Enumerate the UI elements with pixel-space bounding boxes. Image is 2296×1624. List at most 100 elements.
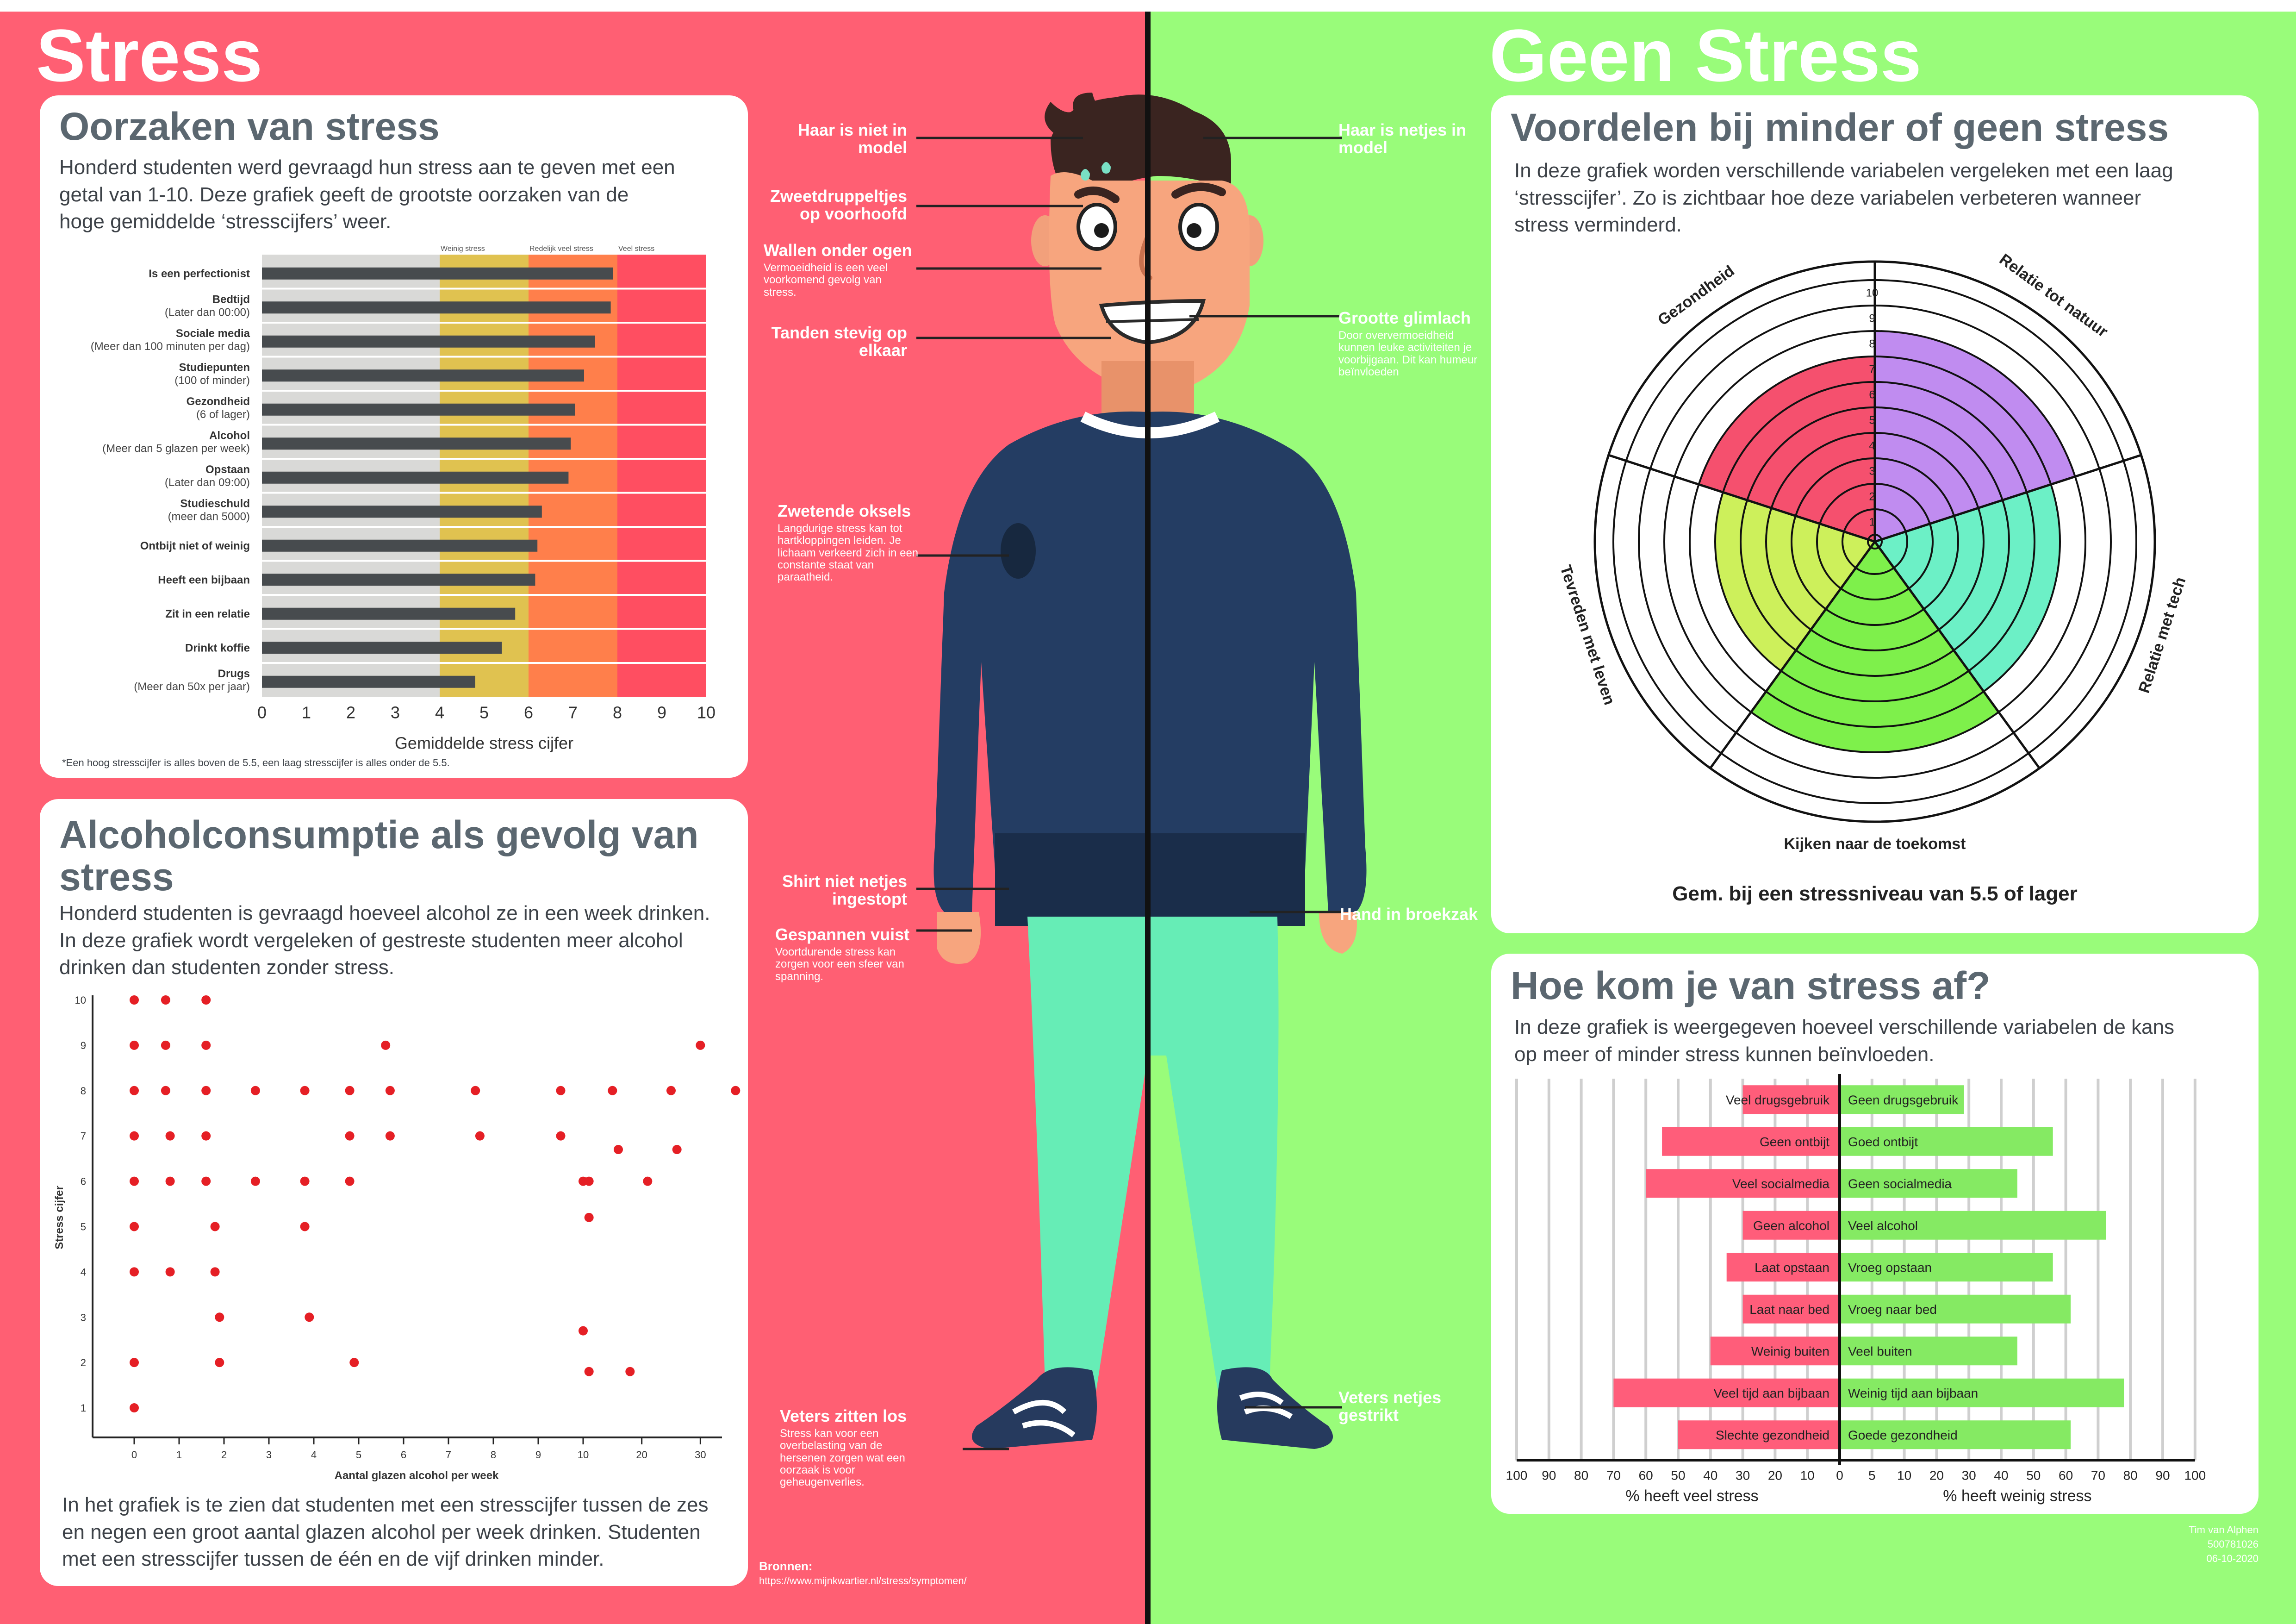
scatter-point [471, 1086, 480, 1095]
reduce-description: In deze grafiek is weergegeven hoeveel v… [1514, 1016, 2175, 1066]
right-eyebrow [1171, 182, 1226, 199]
scatter-point [210, 1267, 220, 1277]
x-axis-label: Gemiddelde stress cijfer [395, 734, 573, 753]
right-bar [1840, 1211, 2106, 1240]
right-bar-label: Goed ontbijt [1848, 1135, 1918, 1149]
sources-link[interactable]: https://www.mijnkwartier.nl/stress/sympt… [759, 1575, 967, 1587]
scatter-point [165, 1267, 175, 1277]
scatter-point [130, 1222, 139, 1231]
y-tick-label: 6 [81, 1176, 86, 1187]
left-bar [1710, 1337, 1840, 1366]
radar-title: Gem. bij een stressniveau van 5.5 of lag… [1672, 882, 2078, 905]
geen-stress-title: Geen Stress [1489, 14, 1922, 97]
radar-tick-label: 10 [1866, 287, 1879, 300]
scatter-point [201, 1176, 211, 1186]
x-tick-label: 8 [613, 703, 622, 722]
x-tick-label: 10 [697, 703, 716, 722]
radar-tick-label: 6 [1869, 389, 1875, 401]
x-axis-label-right: % heeft weinig stress [1943, 1487, 2091, 1505]
x-tick-label: 1 [176, 1449, 182, 1461]
bar [262, 403, 575, 416]
radar-tick-label: 4 [1869, 440, 1875, 452]
scatter-point [614, 1145, 623, 1155]
right-bar [1840, 1337, 2017, 1366]
left-eyebrow [1074, 187, 1120, 203]
x-tick-label: 9 [535, 1449, 541, 1461]
bar-category-sublabel: (Later dan 00:00) [165, 306, 250, 319]
y-tick-label: 1 [81, 1402, 86, 1414]
bar-category-sublabel: (Meer dan 100 minuten per dag) [91, 340, 250, 353]
x-tick-label: 0 [1836, 1468, 1843, 1483]
scatter-point [165, 1131, 175, 1141]
bar [262, 506, 542, 518]
sources-label: Bronnen: [759, 1559, 813, 1573]
left-bar-label: Slechte gezondheid [1716, 1428, 1829, 1442]
bar-category-sublabel: (Meer dan 5 glazen per week) [102, 442, 250, 455]
right-bar [1840, 1127, 2053, 1156]
x-tick-label: 70 [2091, 1468, 2105, 1483]
left-shoe-laces [1012, 1400, 1076, 1437]
radar-spoke [1873, 541, 2041, 769]
callout-lines [916, 137, 1342, 1450]
x-tick-label: 5 [1868, 1468, 1876, 1483]
x-tick-label: 30 [1736, 1468, 1750, 1483]
scatter-point [349, 1358, 359, 1368]
x-axis-label-left: % heeft veel stress [1625, 1487, 1758, 1505]
scatter-point [130, 995, 139, 1005]
bar-category-sublabel: (Meer dan 50x per jaar) [134, 681, 250, 693]
messy-hair-tuft [1045, 93, 1115, 134]
bar-category-sublabel: (100 of minder) [174, 374, 250, 387]
right-bar-label: Goede gezondheid [1848, 1428, 1958, 1442]
radar-sector [1715, 492, 1875, 671]
bar-category-label: Is een perfectionist [149, 268, 250, 280]
y-tick-label: 5 [81, 1221, 86, 1232]
zone-label: Veel stress [618, 245, 654, 253]
right-bar-label: Weinig tijd aan bijbaan [1848, 1386, 1978, 1400]
scatter-point [579, 1326, 588, 1336]
x-tick-label: 10 [1897, 1468, 1911, 1483]
left-bar [1742, 1085, 1840, 1114]
callout-hair-messy: Haar is niet in model [797, 120, 907, 157]
scatter-point [161, 995, 170, 1005]
scatter-point [130, 1086, 139, 1095]
radar-spoke [1874, 454, 2142, 543]
bar-category-label: Studiepunten [179, 361, 250, 374]
x-tick-label: 3 [391, 703, 400, 722]
scatter-point [345, 1131, 355, 1141]
y-tick-label: 9 [81, 1040, 86, 1051]
scatter-point [666, 1086, 676, 1095]
x-tick-label: 6 [524, 703, 533, 722]
bar [262, 539, 538, 552]
x-axis-label: Aantal glazen alcohol per week [335, 1469, 499, 1482]
bar [262, 574, 535, 586]
bar-category-label: Sociale media [176, 327, 250, 340]
reduce-title: Hoe kom je van stress af? [1511, 964, 1991, 1007]
radar-spoke [1709, 541, 1876, 769]
left-bar-label: Laat naar bed [1749, 1302, 1829, 1317]
armpit-sweat [1001, 523, 1036, 579]
scatter-point [625, 1367, 635, 1376]
scatter-point [584, 1212, 594, 1222]
zone-label: Redelijk veel stress [529, 245, 593, 253]
scatter-point [130, 1131, 139, 1141]
scatter-point [672, 1145, 682, 1155]
y-tick-label: 3 [81, 1312, 86, 1323]
bar [262, 471, 569, 484]
alcohol-title: Alcoholconsumptie als gevolg van stress [59, 813, 699, 899]
bar-category-sublabel: (meer dan 5000) [168, 510, 250, 523]
callout-smile: Grootte glimlach Door oververmoeidheid k… [1338, 308, 1478, 378]
scatter-point [643, 1176, 653, 1186]
sweat-drop-icon [1081, 169, 1090, 181]
y-tick-label: 7 [81, 1131, 86, 1142]
x-tick-label: 2 [346, 703, 355, 722]
x-tick-label: 2 [221, 1449, 227, 1461]
x-tick-label: 3 [266, 1449, 272, 1461]
scatter-point [300, 1222, 310, 1231]
x-tick-label: 90 [2155, 1468, 2170, 1483]
left-fist [937, 912, 981, 964]
x-tick-label: 0 [257, 703, 267, 722]
person-illustration [933, 93, 1367, 1449]
right-bar-label: Geen socialmedia [1848, 1176, 1952, 1191]
scatter-point [584, 1176, 594, 1186]
right-shoe-laces [1239, 1392, 1293, 1419]
